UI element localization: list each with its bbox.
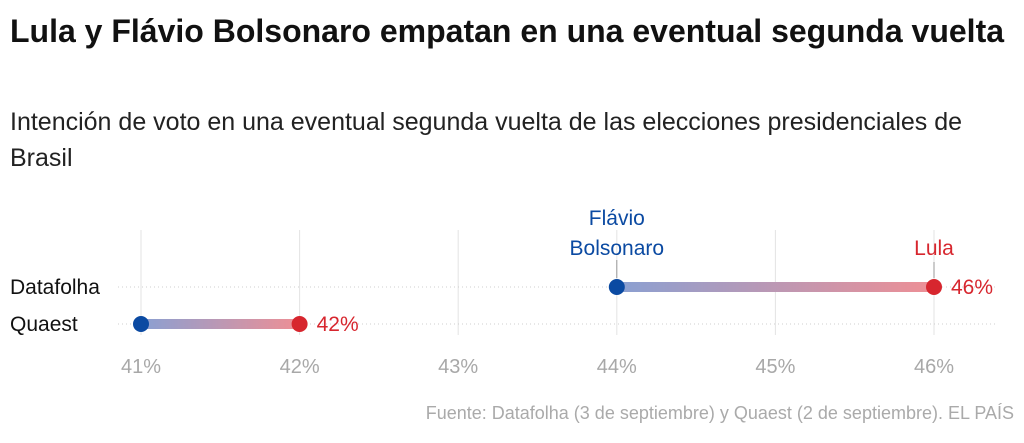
- value-label: 46%: [951, 276, 993, 299]
- dumbbell-connector: [141, 319, 300, 329]
- chart-subtitle: Intención de voto en una eventual segund…: [10, 108, 963, 172]
- x-tick-label: 42%: [280, 356, 320, 378]
- x-tick-label: 43%: [438, 356, 478, 378]
- source-note: Fuente: Datafolha (3 de septiembre) y Qu…: [425, 403, 1014, 423]
- category-label: Datafolha: [10, 276, 100, 299]
- x-tick-label: 44%: [597, 356, 637, 378]
- chart-title: Lula y Flávio Bolsonaro empatan en una e…: [10, 13, 1005, 49]
- point-lula: [926, 279, 942, 295]
- x-tick-label: 46%: [914, 356, 954, 378]
- category-label: Quaest: [10, 313, 78, 336]
- point-lula: [291, 316, 308, 332]
- point-flavio-bolsonaro: [608, 279, 625, 295]
- dumbbell-connector: [616, 282, 934, 292]
- x-tick-label: 41%: [121, 356, 161, 378]
- dumbbell-chart: 41% 42% 43% 44% 45% 46% Datafolha Quaest 46% 42% F…: [10, 207, 996, 378]
- x-tick-label: 45%: [755, 356, 795, 378]
- point-flavio-bolsonaro: [133, 316, 149, 332]
- series-label-flavio-bolsonaro: Bolsonaro: [570, 237, 665, 260]
- series-label-lula: Lula: [914, 237, 954, 260]
- series-label-flavio-bolsonaro: Flávio: [589, 207, 645, 230]
- value-label: 42%: [317, 313, 359, 336]
